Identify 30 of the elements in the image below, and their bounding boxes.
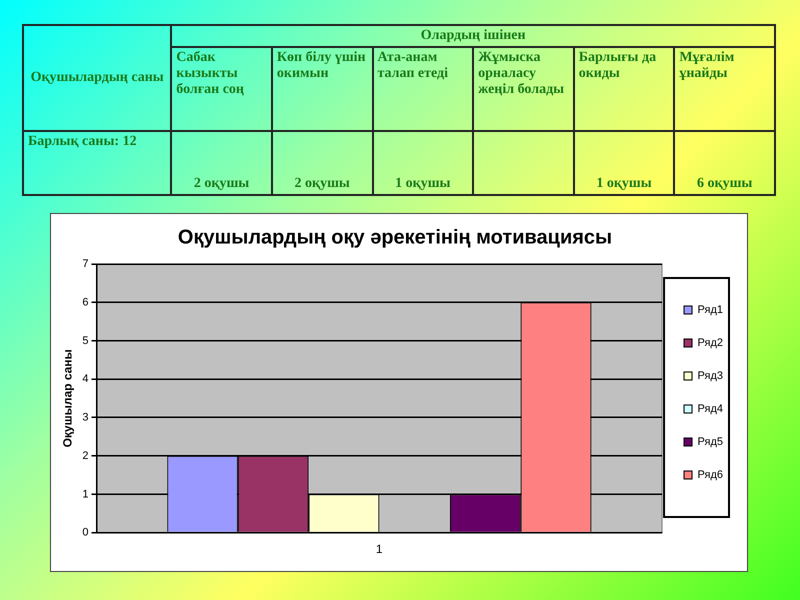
- text: Олардың ішінен: [171, 25, 775, 47]
- y-tick-label: 6: [82, 296, 89, 308]
- y-tick-label: 4: [82, 373, 89, 386]
- y-tick-label: 1: [82, 488, 89, 500]
- text: 1 оқушы: [574, 131, 674, 195]
- y-axis-title: Оқушылар саны: [60, 349, 75, 448]
- text: Көп білу үшін окимын: [272, 47, 372, 131]
- text: Барлық саны: 12: [23, 131, 172, 195]
- legend-label: Ряд5: [698, 436, 724, 448]
- y-tick-label: 3: [82, 412, 89, 424]
- y-tick-label: 7: [82, 258, 89, 270]
- legend-label: Ряд3: [698, 370, 724, 382]
- text: Сабак кызыкты болған соң: [171, 47, 272, 131]
- text: Барлығы да окиды: [574, 47, 674, 131]
- text: 6 оқушы: [674, 131, 775, 195]
- text: 2 оқушы: [171, 131, 272, 195]
- text: 2 оқушы: [272, 131, 372, 195]
- text: Жұмыска орналасу жеңіл болады: [473, 47, 574, 131]
- y-tick-label: 0: [82, 526, 89, 539]
- y-tick-label: 2: [82, 450, 89, 462]
- text: Ата-анам талап етеді: [372, 47, 474, 131]
- legend-label: Ряд1: [698, 304, 724, 316]
- legend-label: Ряд2: [698, 337, 724, 350]
- text: Мұғалім ұнайды: [674, 47, 775, 131]
- text: Оқушылардың саны: [23, 25, 172, 131]
- legend-label: Ряд4: [698, 403, 724, 416]
- y-tick-label: 5: [82, 334, 89, 347]
- legend-label: Ряд6: [698, 469, 724, 482]
- chart-title: Оқушылардың оқу әрекетінің мотивациясы: [178, 226, 612, 249]
- text: 1 оқушы: [372, 131, 474, 195]
